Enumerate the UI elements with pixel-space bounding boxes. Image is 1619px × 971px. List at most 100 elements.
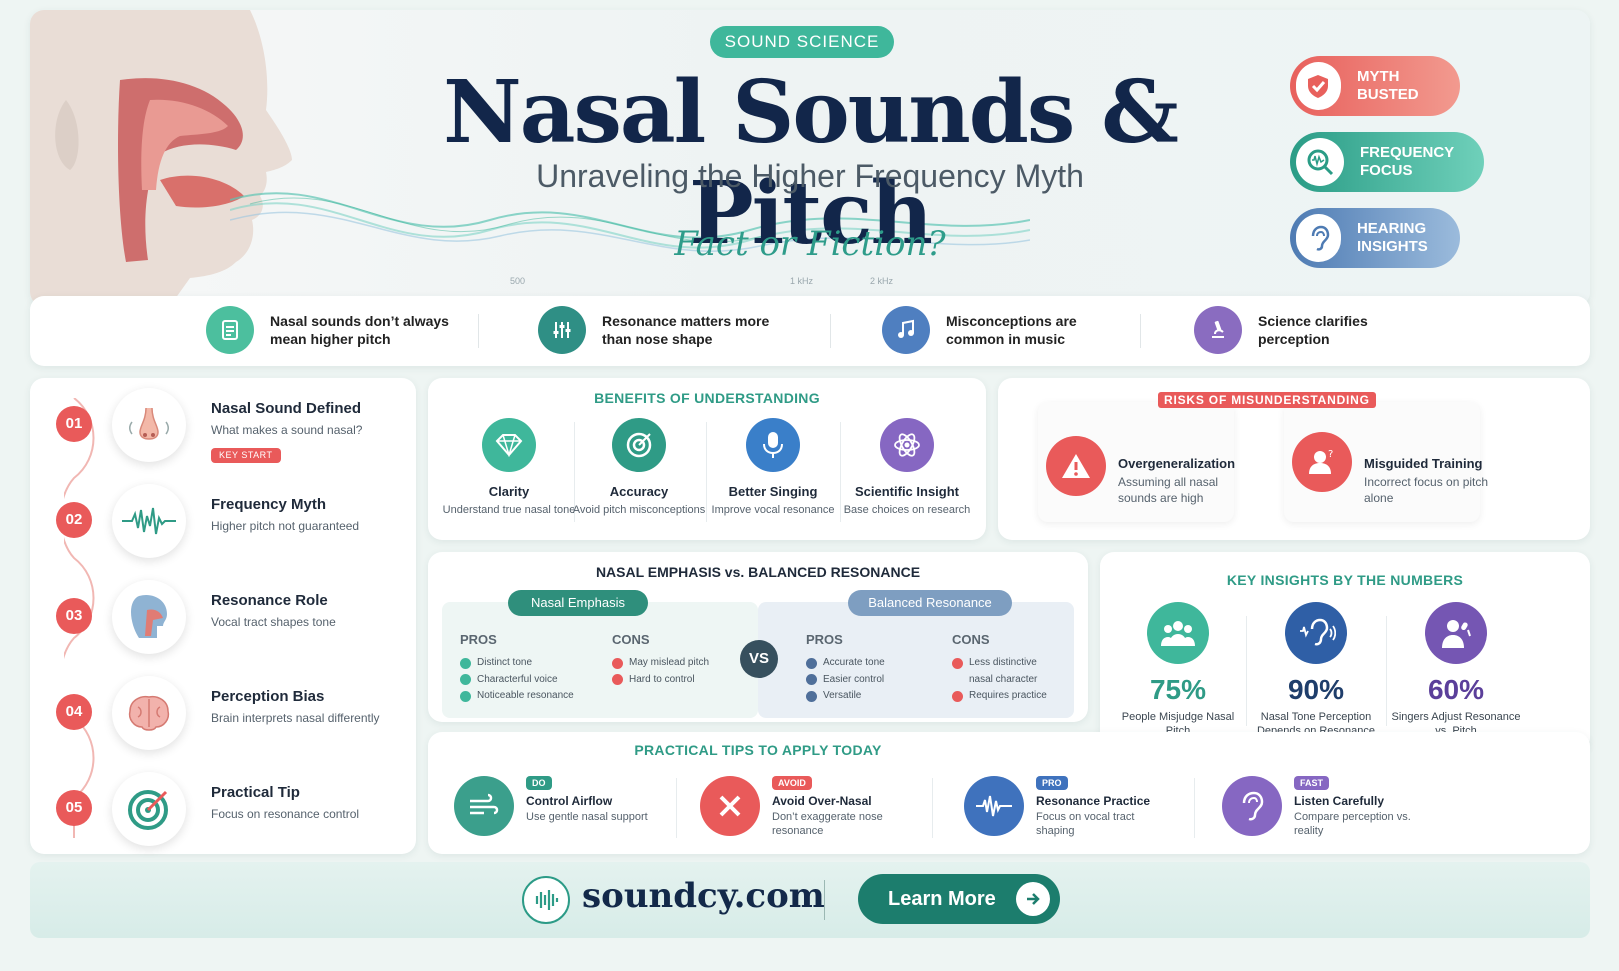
tip-item: AVOID Avoid Over-Nasal Don’t exaggerate …	[700, 772, 950, 842]
step-title: Frequency Myth	[211, 496, 327, 513]
strip-text: Nasal sounds don’t always mean higher pi…	[270, 313, 449, 347]
divider	[1194, 778, 1195, 838]
step-number: 03	[56, 598, 92, 634]
vs-badge: VS	[740, 640, 778, 678]
ear-icon	[1222, 776, 1282, 836]
list-item: Requires practice	[952, 688, 1062, 705]
minus-icon	[952, 690, 963, 702]
list-item: Distinct tone	[460, 655, 574, 672]
divider	[1386, 616, 1387, 726]
risk-card: ? Misguided Training Incorrect focus on …	[1284, 402, 1488, 522]
list-item-text: Hard to control	[629, 673, 695, 685]
ear-icon	[1296, 214, 1341, 262]
risk-desc: Assuming all nasal sounds are high	[1118, 475, 1219, 505]
cons-label: CONS	[612, 632, 650, 647]
document-icon	[206, 306, 254, 354]
step-desc: Vocal tract shapes tone	[211, 615, 336, 629]
step-desc: Higher pitch not guaranteed	[211, 519, 360, 533]
benefit-item: Accuracy Avoid pitch misconceptions	[572, 418, 706, 517]
tip-badge: PRO	[1036, 776, 1068, 790]
list-item: Noticeable resonance	[460, 688, 574, 705]
minus-icon	[612, 657, 623, 669]
benefit-item: Scientific Insight Base choices on resea…	[840, 418, 974, 517]
strip-item: Nasal sounds don’t always mean higher pi…	[206, 306, 450, 354]
insight-value: 60%	[1427, 674, 1485, 705]
strip-item: Resonance matters more than nose shape	[538, 306, 782, 354]
badge-myth-busted[interactable]: MYTH BUSTED	[1290, 56, 1460, 116]
list-item: Easier control	[806, 672, 885, 689]
section-title: NASAL EMPHASIS vs. BALANCED RESONANCE	[595, 564, 921, 580]
list-item-text: Accurate tone	[823, 657, 885, 668]
insight-item: 90% Nasal Tone Perception Depends on Res…	[1246, 602, 1386, 738]
badge-frequency-focus[interactable]: FREQUENCY FOCUS	[1290, 132, 1484, 192]
divider	[1140, 314, 1141, 348]
divider	[574, 422, 575, 522]
head-profile-icon	[112, 580, 186, 654]
tip-title: Resonance Practice	[1036, 794, 1151, 808]
list-item-text: Versatile	[823, 690, 862, 701]
risk-title: Misguided Training	[1364, 456, 1483, 471]
benefit-item: Clarity Understand true nasal tone	[442, 418, 576, 517]
minus-icon	[612, 674, 623, 686]
divider	[932, 778, 933, 838]
check-icon	[460, 657, 471, 669]
learn-more-button[interactable]: Learn More	[858, 874, 1060, 924]
wind-icon	[454, 776, 514, 836]
svg-text:?: ?	[1328, 449, 1333, 460]
badge-hearing-insights[interactable]: HEARING INSIGHTS	[1290, 208, 1460, 268]
badge-label: MYTH BUSTED	[1356, 68, 1419, 103]
divider	[706, 422, 707, 522]
step-number: 05	[56, 790, 92, 826]
frequency-axis: 500 1 kHz 2 kHz	[450, 276, 1150, 290]
learn-more-label: Learn More	[888, 888, 996, 910]
tip-item: FAST Listen Carefully Compare perception…	[1222, 772, 1472, 842]
cons-label: CONS	[952, 632, 990, 647]
magnifier-wave-icon	[1296, 138, 1344, 186]
nasal-cons-list: May mislead pitch Hard to control	[612, 655, 709, 688]
risks-panel: Overgeneralization Assuming all nasal so…	[998, 378, 1590, 540]
balanced-cons-list: Less distinctive nasal character Require…	[952, 655, 1062, 705]
tip-title: Control Airflow	[526, 794, 613, 808]
timeline-item: 05 Practical Tip Focus on resonance cont…	[56, 762, 416, 846]
tip-desc: Focus on vocal tract shaping	[1036, 811, 1135, 837]
benefit-title: Scientific Insight	[854, 484, 959, 499]
practical-tips-panel: PRACTICAL TIPS TO APPLY TODAY DO Control…	[428, 732, 1590, 854]
step-number: 02	[56, 502, 92, 538]
freq-label: 1 kHz	[790, 276, 814, 286]
strip-text: Science clarifies perception	[1258, 313, 1368, 347]
list-item-text: Easier control	[823, 673, 885, 685]
divider	[676, 778, 677, 838]
check-icon	[806, 674, 817, 686]
step-desc: What makes a sound nasal?	[211, 423, 363, 437]
check-icon	[806, 690, 817, 702]
target-icon	[612, 418, 666, 472]
strip-item: Science clarifies perception	[1194, 306, 1438, 354]
divider	[830, 314, 831, 348]
singer-icon	[1425, 602, 1487, 664]
benefit-desc: Understand true nasal tone	[442, 504, 576, 516]
people-group-icon	[1147, 602, 1209, 664]
timeline-item: 02 Frequency Myth Higher pitch not guara…	[56, 474, 416, 558]
nasal-pros-list: Distinct tone Characterful voice Noticea…	[460, 655, 574, 705]
risk-card: Overgeneralization Assuming all nasal so…	[1038, 402, 1235, 522]
timeline-item: 03 Resonance Role Vocal tract shapes ton…	[56, 570, 416, 654]
category-tag: SOUND SCIENCE	[710, 26, 894, 58]
benefit-item: Better Singing Improve vocal resonance	[706, 418, 840, 517]
pros-label: PROS	[806, 632, 843, 647]
balanced-resonance-pill: Balanced Resonance	[848, 590, 1012, 616]
list-item-text: Noticeable resonance	[477, 690, 574, 701]
key-start-tag: KEY START	[211, 448, 281, 463]
tip-desc: Don’t exaggerate nose resonance	[772, 811, 883, 837]
site-name[interactable]: soundcy.com	[582, 876, 825, 916]
benefit-title: Better Singing	[728, 484, 818, 499]
list-item: Characterful voice	[460, 672, 574, 689]
step-desc: Focus on resonance control	[211, 807, 360, 821]
divider	[1246, 616, 1247, 726]
target-icon	[112, 772, 186, 846]
step-title: Resonance Role	[211, 592, 328, 609]
list-item-text: Distinct tone	[477, 657, 533, 668]
insight-value: 90%	[1287, 674, 1345, 705]
footer-bar: soundcy.com Learn More	[30, 862, 1590, 938]
insight-value: 75%	[1149, 674, 1207, 705]
list-item: Less distinctive nasal character	[952, 655, 1062, 688]
